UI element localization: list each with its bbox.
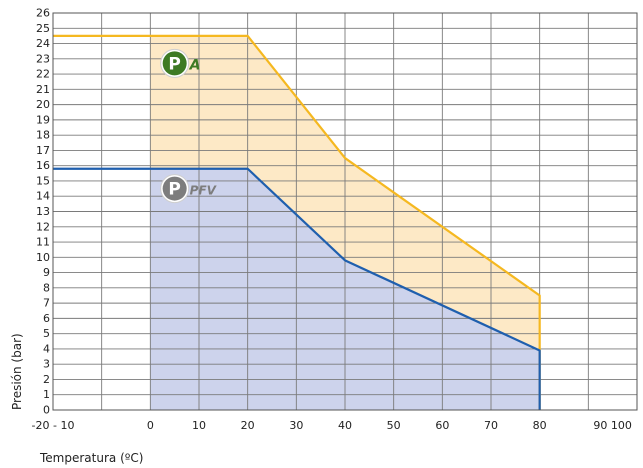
- y-tick-label: 7: [43, 297, 50, 310]
- badge-subscript: A: [189, 57, 201, 73]
- y-tick-label: 24: [36, 37, 50, 50]
- plot-frame: [52, 12, 638, 411]
- plot-border: [52, 12, 638, 411]
- badge-ppfv-icon: P PFV: [160, 174, 218, 204]
- badge-subscript: PFV: [190, 184, 218, 198]
- badge-letter: P: [168, 54, 180, 74]
- series-line-pa: [53, 34, 541, 410]
- y-tick-label: 4: [43, 342, 50, 355]
- badge-circle: [162, 51, 187, 76]
- y-tick-label: 18: [36, 129, 50, 142]
- badge-letter: P: [168, 180, 180, 200]
- y-tick-label: 1: [43, 388, 50, 401]
- y-tick-label: 12: [36, 220, 50, 233]
- y-axis-title: Presión (bar): [10, 333, 24, 410]
- x-axis-title: Temperatura (ºC): [39, 451, 143, 465]
- y-tick-label: 25: [36, 22, 50, 35]
- x-tick-label: 10: [192, 419, 206, 432]
- y-tick-label: 3: [43, 358, 50, 371]
- x-tick-label: -20 - 10: [32, 419, 75, 432]
- y-tick-label: 11: [36, 236, 50, 249]
- y-tick-label: 20: [36, 98, 50, 111]
- x-tick-label: 50: [387, 419, 401, 432]
- x-tick-label: 70: [484, 419, 498, 432]
- x-tick-label: 60: [435, 419, 449, 432]
- y-axis-ticks: 0123456789101112131415161718192021222324…: [36, 7, 50, 417]
- series-line-ppfv: [53, 167, 541, 410]
- y-tick-label: 10: [36, 251, 50, 264]
- x-tick-label: 20: [241, 419, 255, 432]
- y-tick-label: 22: [36, 68, 50, 81]
- y-tick-label: 9: [43, 266, 50, 279]
- y-tick-label: 5: [43, 327, 50, 340]
- x-tick-label: 80: [533, 419, 547, 432]
- y-tick-label: 0: [43, 404, 50, 417]
- x-tick-label: 30: [289, 419, 303, 432]
- x-tick-label: 40: [338, 419, 352, 432]
- x-axis-ticks: -20 - 10 0 10 20 30 40 50 60 70 80 90 100: [32, 419, 632, 432]
- y-tick-label: 15: [36, 174, 50, 187]
- y-tick-label: 26: [36, 7, 50, 20]
- badge-circle: [162, 176, 187, 201]
- y-tick-label: 16: [36, 159, 50, 172]
- x-tick-label: 90 100: [593, 419, 632, 432]
- y-tick-label: 21: [36, 83, 50, 96]
- y-tick-label: 23: [36, 52, 50, 65]
- y-tick-label: 8: [43, 281, 50, 294]
- y-tick-label: 17: [36, 144, 50, 157]
- y-tick-label: 13: [36, 205, 50, 218]
- y-tick-label: 6: [43, 312, 50, 325]
- y-tick-label: 14: [36, 190, 50, 203]
- series-badges: P AP PFV: [160, 48, 218, 204]
- y-tick-label: 19: [36, 113, 50, 126]
- series-lines: [53, 34, 541, 410]
- x-tick-label: 0: [147, 419, 154, 432]
- y-tick-label: 2: [43, 373, 50, 386]
